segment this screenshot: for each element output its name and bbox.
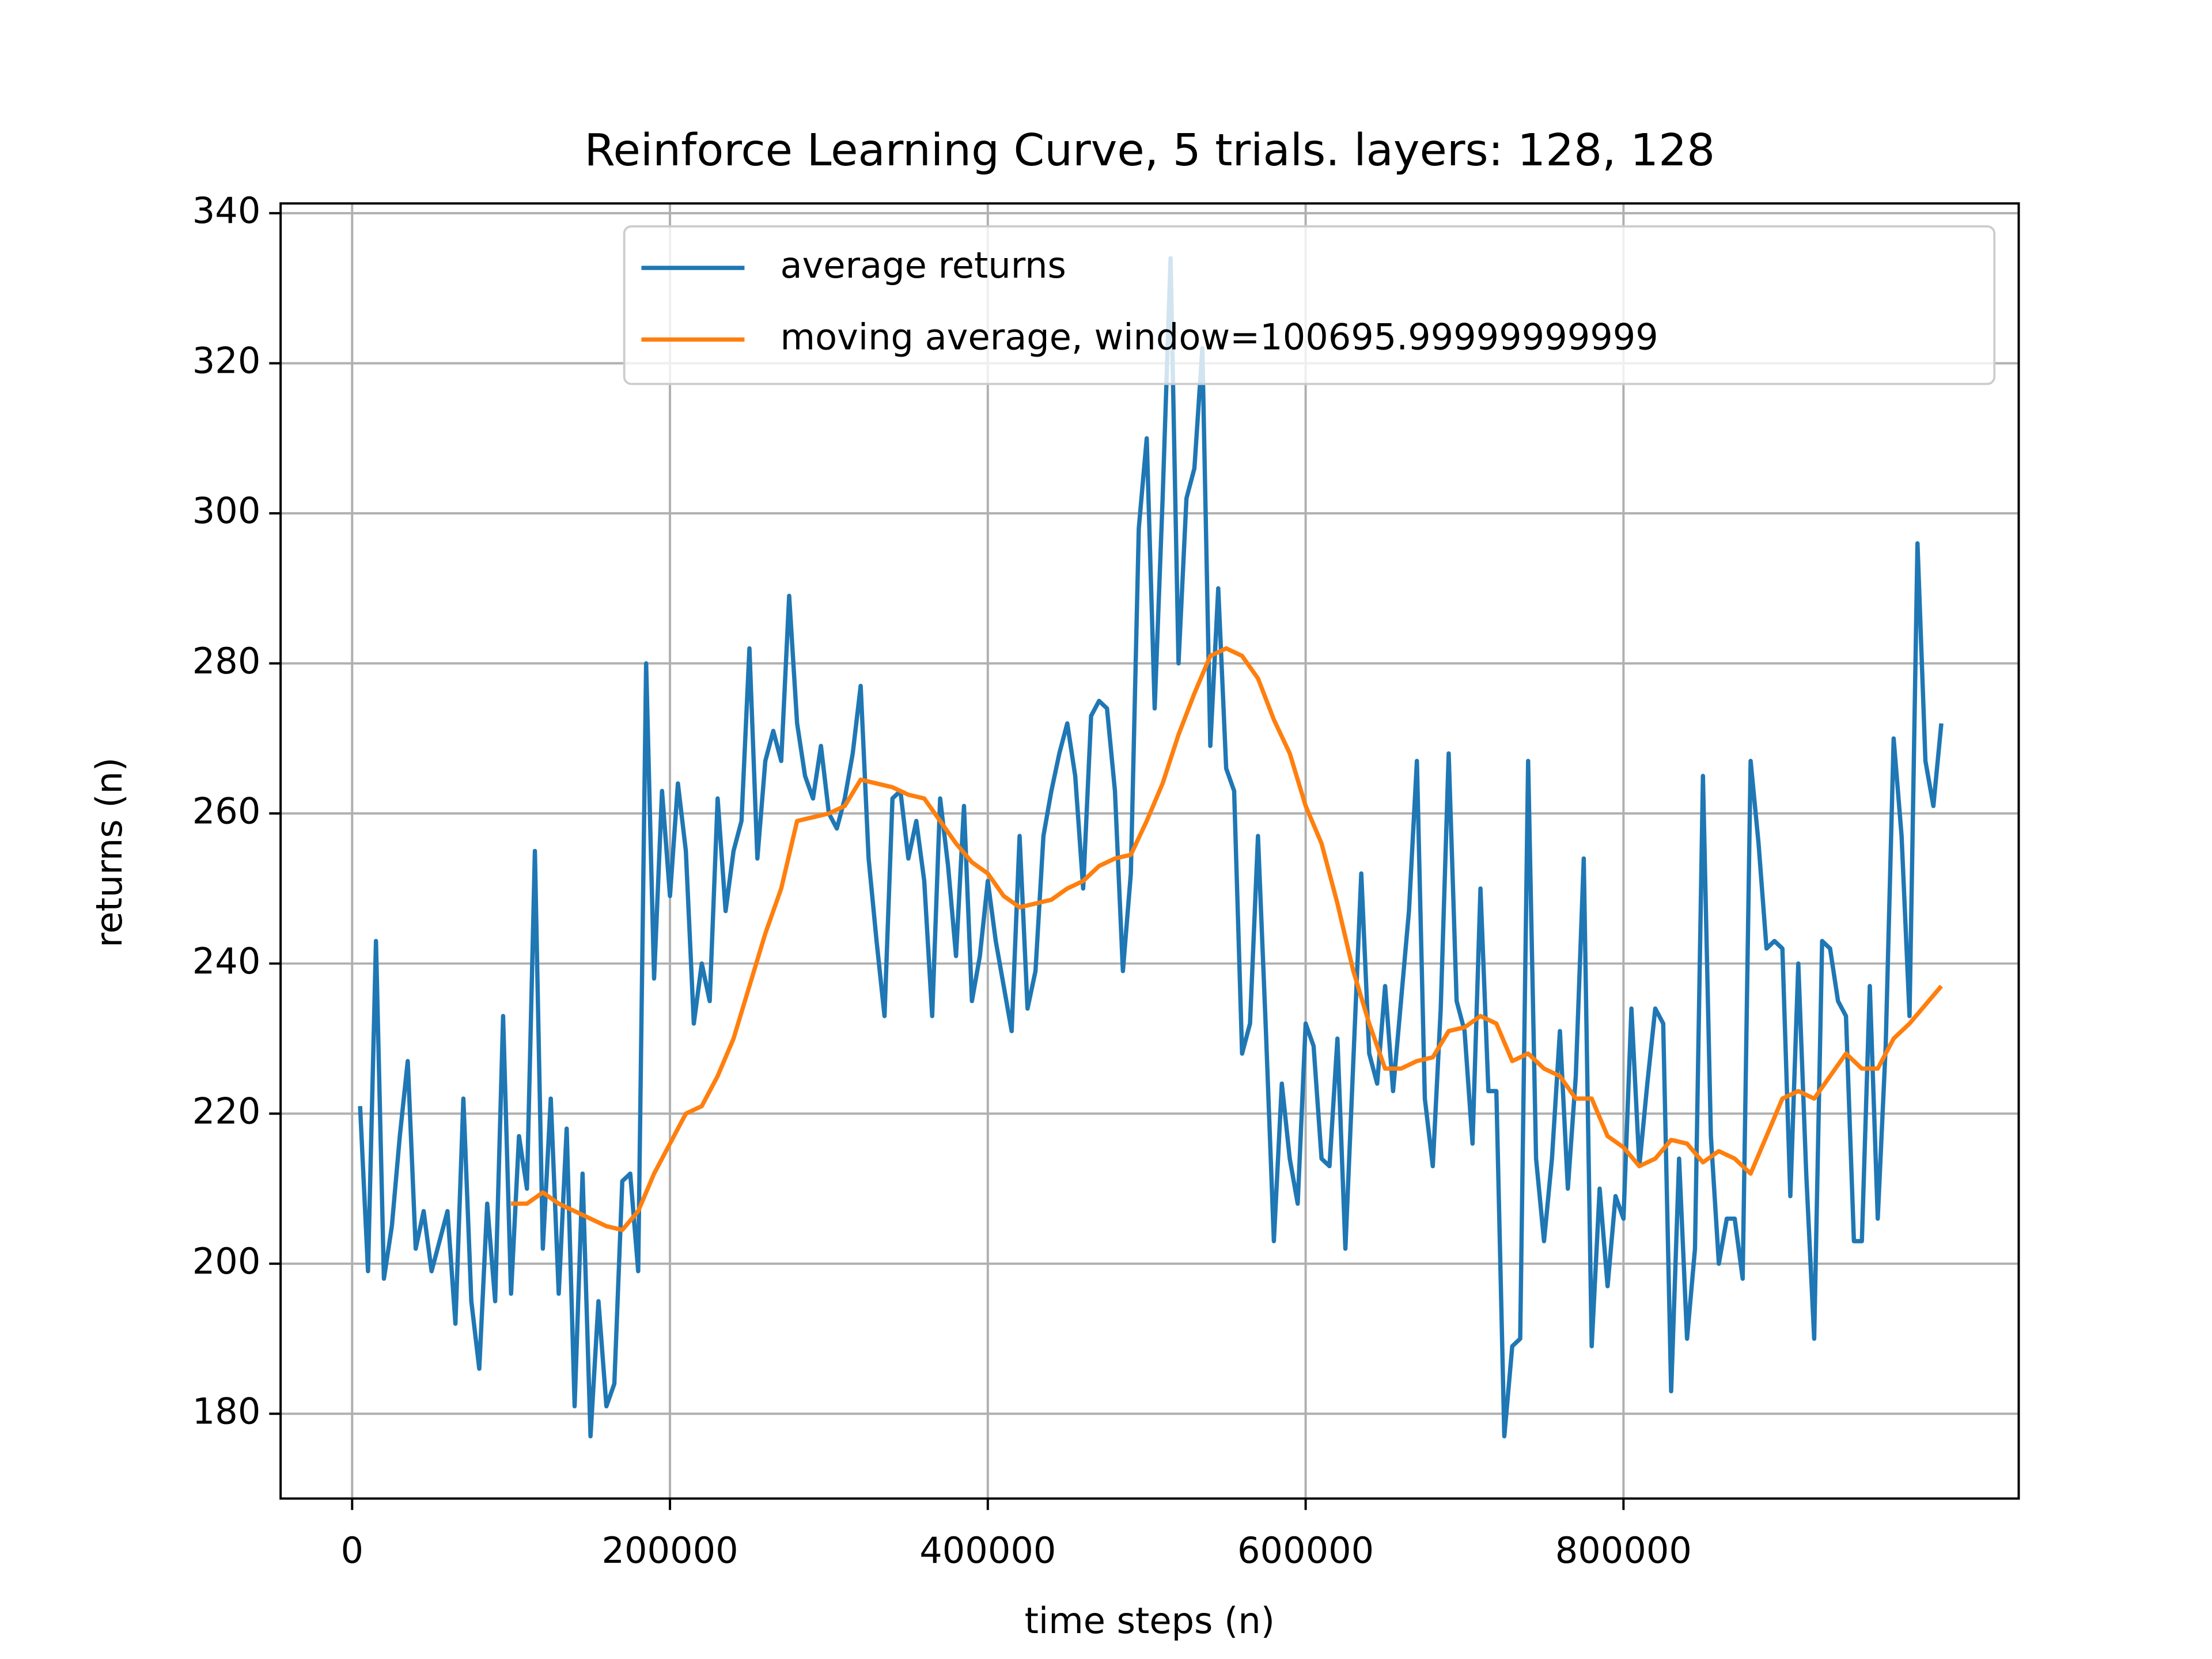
x-tick-label: 200000 — [601, 1529, 738, 1571]
x-axis-label: time steps (n) — [1025, 1600, 1275, 1642]
x-tick-label: 0 — [341, 1529, 364, 1571]
lines — [358, 256, 1944, 1439]
legend-label: moving average, window=100695.9999999999… — [781, 316, 1658, 358]
ticks: 0 200000 400000 600000 800000 180 200 220 240 260… — [192, 190, 1692, 1571]
legend-box — [623, 225, 1996, 385]
x-tick-label: 800000 — [1555, 1529, 1692, 1571]
y-tick-label: 280 — [192, 640, 261, 682]
series-line — [358, 256, 1944, 1439]
y-tick-label: 220 — [192, 1090, 261, 1132]
plot-frame — [279, 202, 2020, 1500]
y-tick-label: 200 — [192, 1240, 261, 1282]
legend-label: average returns — [781, 244, 1066, 286]
y-tick-label: 300 — [192, 490, 261, 532]
y-axis-label: returns (n) — [88, 757, 130, 948]
legend: average returns moving average, window=10… — [623, 225, 1996, 385]
y-tick-label: 180 — [192, 1390, 261, 1432]
x-tick-label: 600000 — [1237, 1529, 1374, 1571]
x-tick-label: 400000 — [919, 1529, 1056, 1571]
y-tick-label: 240 — [192, 940, 261, 982]
series-line — [511, 646, 1943, 1232]
y-tick-label: 260 — [192, 790, 261, 832]
y-tick-label: 340 — [192, 190, 261, 232]
y-tick-label: 320 — [192, 340, 261, 382]
chart-title: Reinforce Learning Curve, 5 trials. laye… — [584, 124, 1715, 176]
